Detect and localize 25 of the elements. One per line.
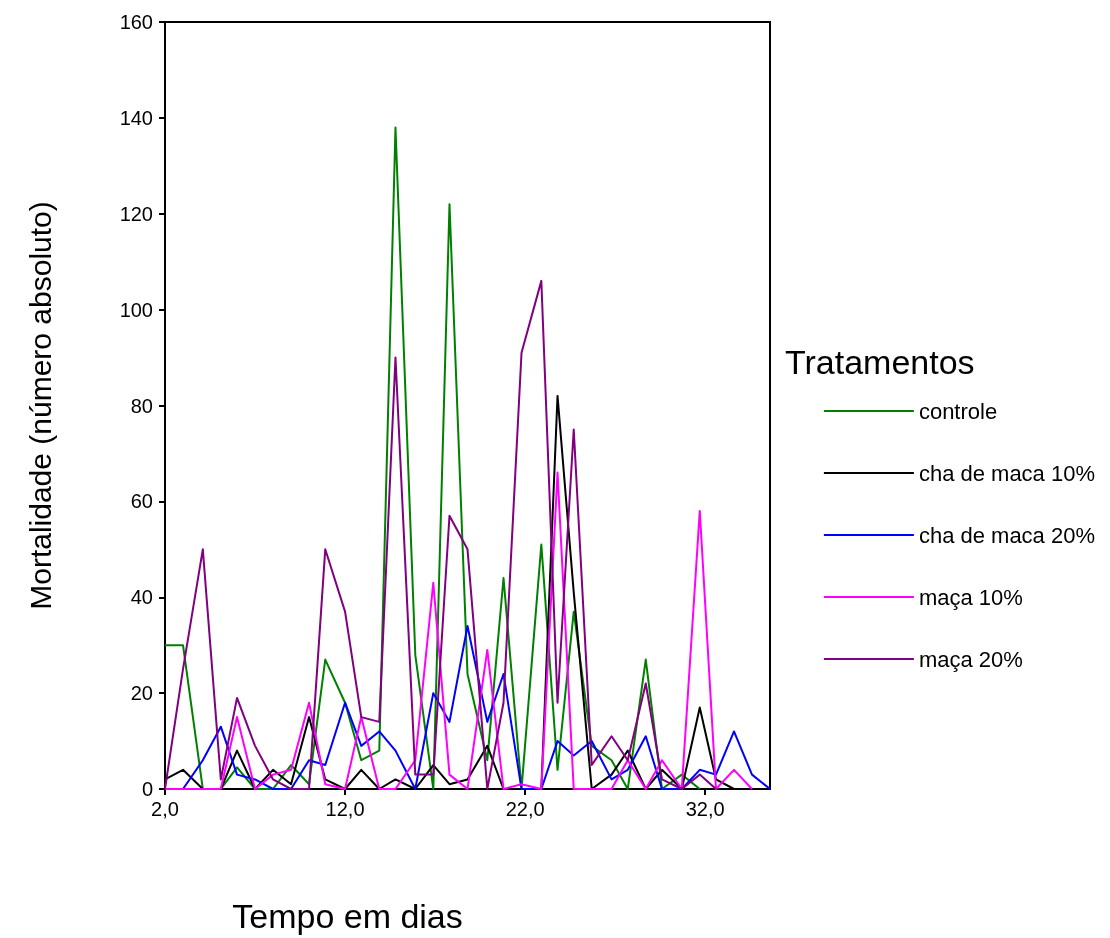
- legend-label: cha de maca 10%: [918, 460, 1095, 486]
- y-tick-label: 60: [130, 490, 153, 513]
- y-tick-label: 100: [119, 298, 153, 321]
- line-series: [164, 471, 753, 790]
- y-tick-label: 160: [119, 11, 153, 33]
- y-tick-label: 0: [141, 778, 153, 800]
- y-tick-label: 20: [130, 682, 153, 705]
- x-axis-title: Tempo em dias: [232, 897, 463, 935]
- x-tick-label: 2,0: [151, 798, 179, 820]
- line-series: [164, 394, 735, 790]
- legend-title: Tratamentos: [785, 343, 975, 381]
- y-tick-label: 140: [119, 106, 153, 129]
- x-tick-label: 22,0: [505, 798, 545, 820]
- line-series: [164, 279, 717, 790]
- legend-label: maça 20%: [918, 646, 1023, 672]
- x-tick-label: 32,0: [685, 798, 725, 820]
- line-series: [164, 126, 701, 790]
- legend-label: controle: [918, 398, 998, 424]
- legend-label: maça 10%: [918, 584, 1023, 610]
- y-tick-label: 80: [130, 394, 153, 417]
- legend-label: cha de maca 20%: [918, 522, 1095, 548]
- y-tick-label: 40: [130, 586, 153, 609]
- x-tick-label: 12,0: [325, 798, 365, 820]
- y-axis-title: Mortalidade (número absoluto): [23, 201, 57, 610]
- y-tick-label: 120: [119, 202, 153, 225]
